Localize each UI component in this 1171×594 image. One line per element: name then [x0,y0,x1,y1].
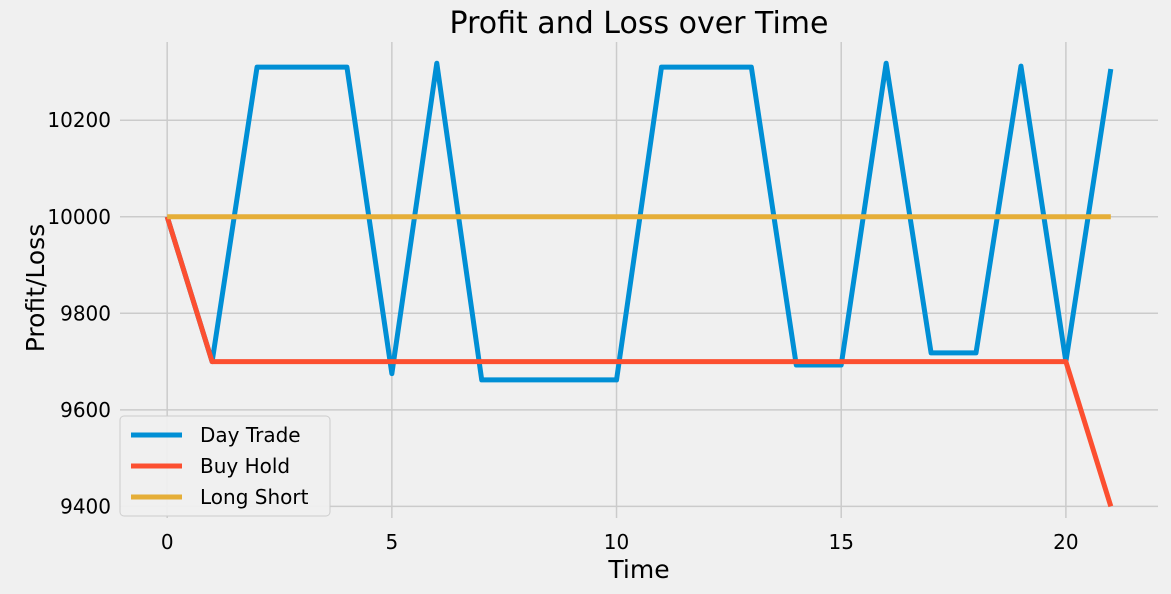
legend-label-day-trade: Day Trade [200,423,301,447]
x-tick-label: 10 [604,530,629,554]
y-tick-label: 10200 [47,108,111,132]
y-tick-labels: 9400 9600 9800 10000 10200 [47,108,111,518]
y-tick-label: 9400 [60,494,111,518]
y-axis-label: Profit/Loss [21,224,50,352]
x-tick-label: 20 [1053,530,1078,554]
x-axis-label: Time [607,555,669,584]
x-tick-label: 15 [828,530,853,554]
y-tick-label: 10000 [47,205,111,229]
y-tick-label: 9800 [60,301,111,325]
legend-label-long-short: Long Short [200,485,309,509]
chart-title: Profit and Loss over Time [450,6,829,41]
x-tick-labels: 0 5 10 15 20 [161,530,1079,554]
legend-box [119,415,331,517]
series-line-buy-hold [164,216,1114,508]
legend: Day Trade Buy Hold Long Short [119,415,331,517]
y-tick-label: 9600 [60,398,111,422]
series-lines [164,60,1114,508]
series-line-day-trade [164,60,1114,383]
x-tick-label: 0 [161,530,174,554]
legend-label-buy-hold: Buy Hold [200,454,290,478]
x-tick-label: 5 [385,530,398,554]
